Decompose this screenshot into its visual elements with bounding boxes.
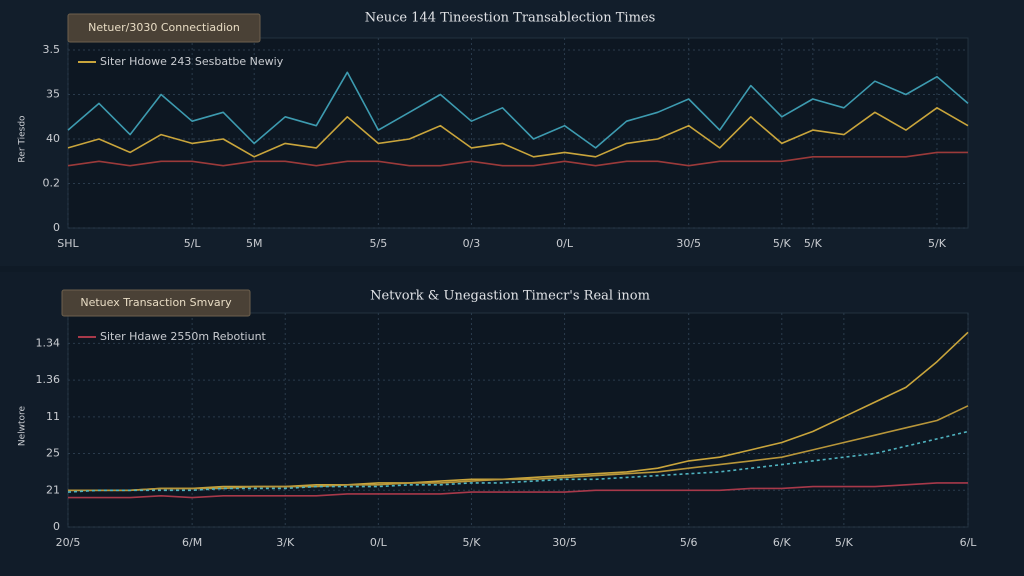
- series-line: [67, 71, 969, 149]
- x-tick-label: 6/L: [960, 536, 978, 549]
- plot-area: [67, 312, 969, 528]
- series-line: [67, 151, 968, 167]
- badge-text: Netuer/3030 Connectiadion: [88, 21, 240, 34]
- chart-title: Netvork & Unegastion Timecr's Real inom: [370, 289, 650, 304]
- y-tick-label: 0: [53, 221, 60, 234]
- x-tick-label: 0/3: [463, 237, 481, 250]
- x-tick-label: 5/5: [369, 237, 387, 250]
- x-tick-label: 5M: [246, 237, 263, 250]
- y-tick-label: 40: [46, 132, 60, 145]
- y-tick-label: 11: [46, 410, 60, 423]
- badge: [67, 13, 261, 43]
- x-tick-label: 30/5: [676, 237, 701, 250]
- x-tick-label: 5/K: [928, 237, 947, 250]
- chart-title: Neuce 144 Tineestion Transablection Time…: [365, 11, 656, 26]
- badge-text: Netuex Transaction Smvary: [80, 296, 232, 309]
- x-tick-label: 0/L: [370, 536, 388, 549]
- x-tick-label: 5/K: [773, 237, 792, 250]
- y-tick-label: 1.34: [36, 336, 61, 349]
- legend-label: Siter Hdawe 2550m Rebotiunt: [100, 330, 267, 343]
- x-tick-label: 3/K: [276, 536, 295, 549]
- x-tick-label: 5/L: [184, 237, 202, 250]
- x-tick-label: 5/6: [680, 536, 698, 549]
- series-line: [67, 430, 969, 493]
- y-axis-label: Nelwtore: [18, 405, 28, 446]
- x-tick-label: 5/K: [835, 536, 854, 549]
- x-tick-label: 20/5: [56, 536, 81, 549]
- series-line: [68, 482, 968, 499]
- y-tick-label: 35: [46, 88, 60, 101]
- x-tick-label: SHL: [57, 237, 79, 250]
- series-line: [67, 107, 969, 158]
- x-tick-label: 0/L: [556, 237, 574, 250]
- plot-area: [67, 37, 969, 229]
- y-axis-label: Rer Tiesdo: [18, 115, 28, 163]
- x-tick-label: 5/K: [462, 536, 481, 549]
- x-tick-label: 6/M: [182, 536, 202, 549]
- series-line: [68, 331, 969, 492]
- y-tick-label: 3.5: [43, 43, 61, 56]
- x-tick-label: 6/K: [773, 536, 792, 549]
- badge: [61, 289, 251, 317]
- y-tick-label: 1.36: [36, 373, 61, 386]
- y-tick-label: 21: [46, 483, 60, 496]
- x-tick-label: 5/K: [804, 237, 823, 250]
- x-tick-label: 30/5: [552, 536, 577, 549]
- y-tick-label: 0.2: [43, 177, 61, 190]
- legend-label: Siter Hdowe 243 Sesbatbe Newiy: [100, 55, 284, 68]
- y-tick-label: 25: [46, 447, 60, 460]
- y-tick-label: 0: [53, 520, 60, 533]
